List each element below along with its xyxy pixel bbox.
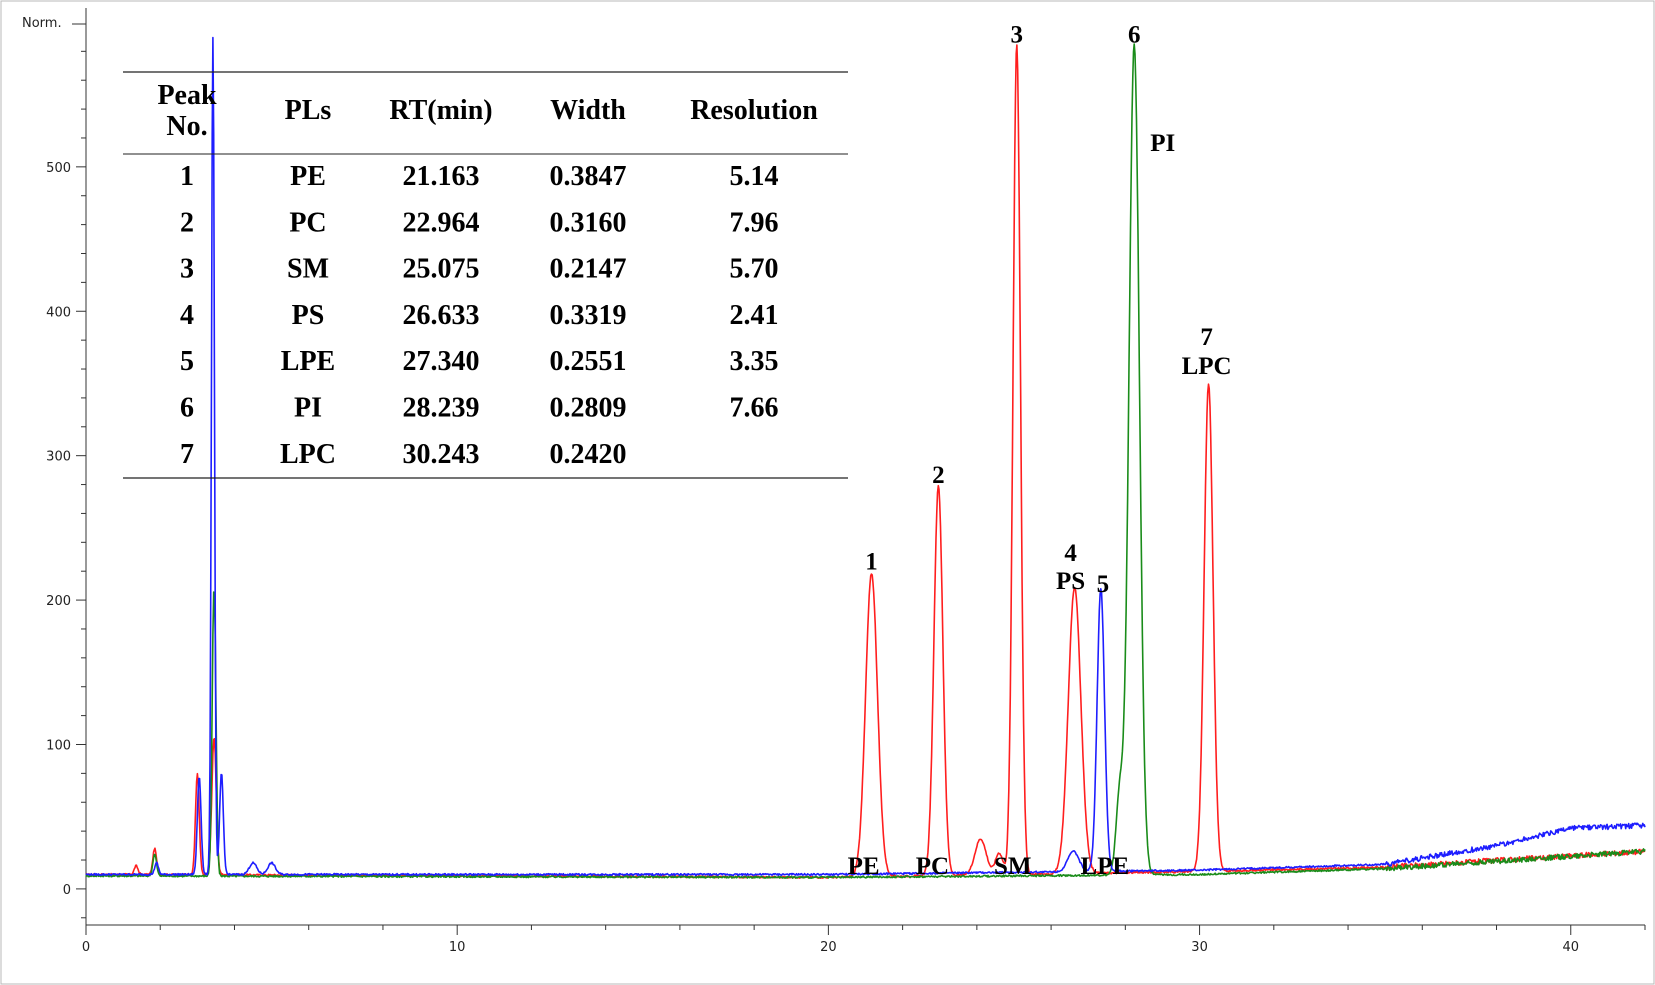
x-tick-label: 10 — [449, 940, 466, 955]
table-cell: 21.163 — [403, 161, 480, 192]
peak-name-label: LPE — [1081, 853, 1130, 880]
table-cell: 0.3847 — [550, 161, 627, 192]
table-cell: PE — [290, 161, 326, 192]
table-cell: PI — [294, 393, 322, 424]
table-row: 5 LPE 27.340 0.2551 3.35 — [180, 346, 779, 377]
x-tick-label: 30 — [1191, 940, 1208, 955]
y-tick-label: 0 — [63, 883, 71, 898]
table-cell: SM — [287, 254, 329, 285]
y-tick-label: 200 — [46, 594, 71, 609]
x-tick-label: 0 — [82, 940, 90, 955]
table-row: 3 SM 25.075 0.2147 5.70 — [180, 254, 779, 285]
table-cell: LPE — [281, 346, 335, 377]
table-cell: PC — [289, 207, 326, 238]
table-cell: 7.96 — [730, 207, 779, 238]
peak-name-label: PS — [1056, 568, 1085, 595]
results-table: Peak No. PLs RT(min) Width Resolution 1 PE 21.16… — [123, 71, 848, 479]
table-header-cell: Width — [550, 95, 626, 126]
table-header-cell: RT(min) — [389, 95, 492, 126]
peak-number-label: 7 — [1200, 324, 1213, 351]
peak-number-label: 4 — [1064, 540, 1077, 567]
table-cell: 5 — [180, 346, 194, 377]
table-cell: 7 — [180, 439, 194, 470]
y-tick-label: 400 — [46, 305, 71, 320]
table-cell: 5.14 — [730, 161, 779, 192]
table-cell: 27.340 — [403, 346, 480, 377]
table-cell: 26.633 — [403, 300, 480, 331]
peak-number-label: 6 — [1128, 22, 1141, 49]
blue-trace — [85, 36, 1646, 877]
x-tick-label: 40 — [1562, 940, 1579, 955]
table-row: 2 PC 22.964 0.3160 7.96 — [180, 207, 779, 238]
peak-name-label: PI — [1150, 130, 1175, 157]
table-row: 7 LPC 30.243 0.2420 — [180, 439, 627, 470]
table-cell: 2 — [180, 207, 194, 238]
table-cell: 0.2551 — [550, 346, 627, 377]
table-row: 1 PE 21.163 0.3847 5.14 — [180, 161, 779, 192]
table-header-peak-no: Peak No. — [157, 80, 217, 142]
table-cell: 3 — [180, 254, 194, 285]
table-cell: 25.075 — [403, 254, 480, 285]
table-row: 6 PI 28.239 0.2809 7.66 — [180, 393, 779, 424]
peak-name-label: PC — [916, 853, 949, 880]
table-cell: 0.2420 — [550, 439, 627, 470]
table-row: 4 PS 26.633 0.3319 2.41 — [180, 300, 779, 331]
table-cell: 0.2809 — [550, 393, 627, 424]
table-cell: 28.239 — [403, 393, 480, 424]
x-tick-label: 20 — [820, 940, 837, 955]
y-tick-label: 500 — [46, 161, 71, 176]
table-cell: 4 — [180, 300, 194, 331]
table-cell: 3.35 — [730, 346, 779, 377]
table-cell: 5.70 — [730, 254, 779, 285]
green-trace — [85, 43, 1646, 879]
table-header-cell: PLs — [285, 95, 332, 126]
table-cell: 22.964 — [403, 207, 480, 238]
table-cell: 1 — [180, 161, 194, 192]
peak-number-label: 3 — [1011, 22, 1024, 49]
peak-number-label: 1 — [865, 549, 878, 576]
table-cell: PS — [292, 300, 325, 331]
peak-number-label: 5 — [1097, 571, 1110, 598]
y-tick-label: 100 — [46, 738, 71, 753]
table-cell: 0.2147 — [550, 254, 627, 285]
y-tick-label: 300 — [46, 450, 71, 465]
peak-number-label: 2 — [932, 462, 945, 489]
peak-name-label: SM — [994, 853, 1032, 880]
y-axis-label: Norm. — [22, 16, 62, 31]
peak-name-label: PE — [848, 853, 880, 880]
table-cell: 2.41 — [730, 300, 779, 331]
table-cell: 0.3160 — [550, 207, 627, 238]
table-cell: 0.3319 — [550, 300, 627, 331]
peak-name-label: LPC — [1182, 353, 1232, 380]
table-cell: 6 — [180, 393, 194, 424]
table-cell: 7.66 — [730, 393, 779, 424]
table-header-cell: Resolution — [690, 95, 818, 126]
table-cell: 30.243 — [403, 439, 480, 470]
table-cell: LPC — [280, 439, 336, 470]
